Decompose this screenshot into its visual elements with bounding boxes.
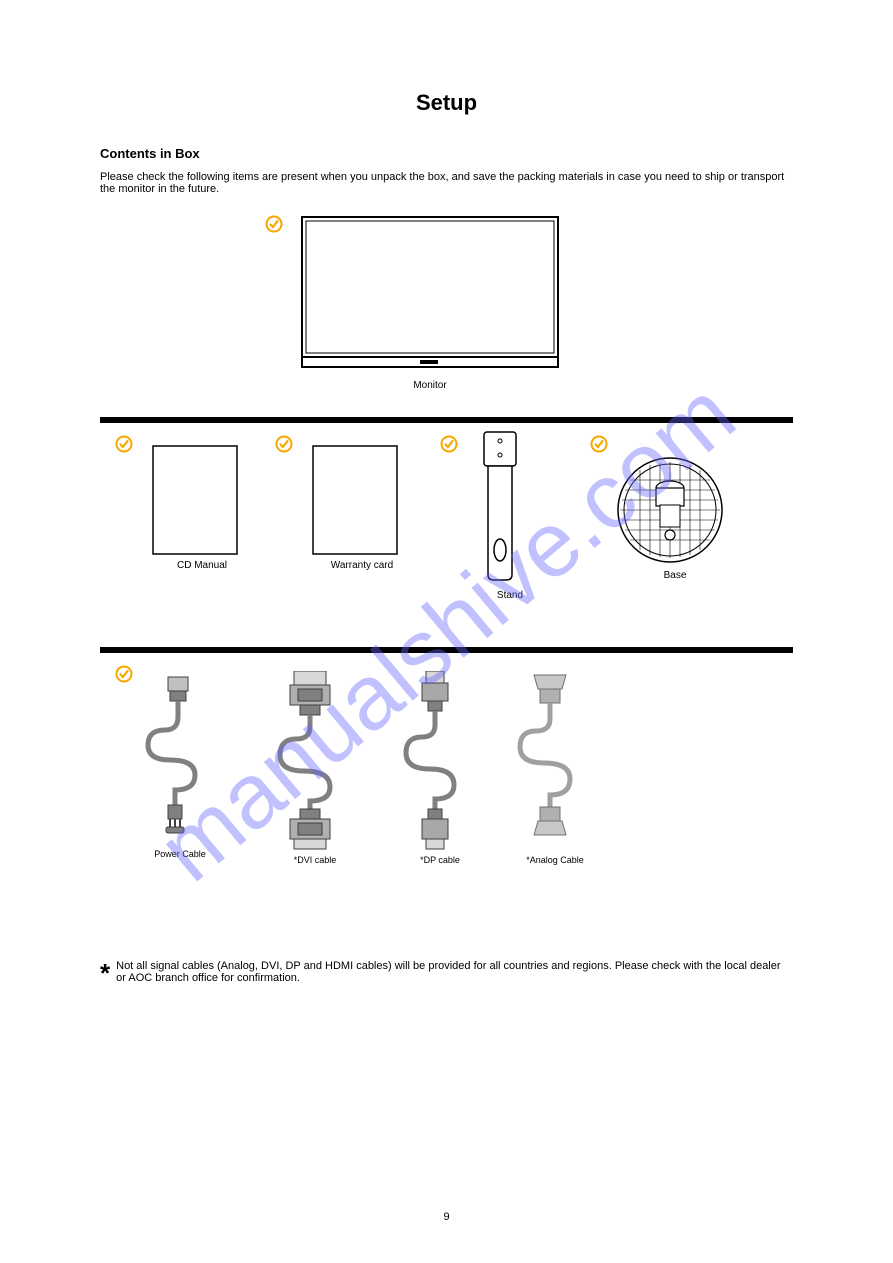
row-cables: Power Cable *DVI cable bbox=[100, 665, 793, 895]
power-cable-illustration bbox=[130, 675, 220, 845]
section-title: Contents in Box bbox=[100, 146, 793, 161]
manual-page: Setup Contents in Box Please check the f… bbox=[0, 0, 893, 1263]
divider bbox=[100, 417, 793, 423]
footnote: * Not all signal cables (Analog, DVI, DP… bbox=[100, 960, 790, 986]
base-illustration bbox=[610, 455, 730, 565]
monitor-illustration bbox=[300, 215, 560, 375]
cd-manual-illustration bbox=[152, 445, 238, 555]
check-icon bbox=[115, 435, 133, 453]
cd-manual-label: CD Manual bbox=[152, 559, 252, 572]
item-monitor: Monitor bbox=[300, 215, 560, 392]
item-stand: Stand bbox=[470, 430, 550, 602]
item-cd-manual: CD Manual bbox=[152, 445, 252, 572]
row-monitor: Monitor bbox=[100, 215, 793, 405]
analog-cable-illustration bbox=[500, 671, 600, 851]
power-cable-label: Power Cable bbox=[130, 849, 230, 861]
dp-cable-label: *DP cable bbox=[390, 855, 490, 867]
warranty-card-illustration bbox=[312, 445, 398, 555]
analog-cable-label: *Analog Cable bbox=[500, 855, 610, 867]
item-warranty-card: Warranty card bbox=[312, 445, 412, 572]
section-subtext: Please check the following items are pre… bbox=[100, 171, 793, 195]
footnote-star: * bbox=[100, 960, 110, 986]
base-label: Base bbox=[610, 569, 740, 582]
check-icon bbox=[590, 435, 608, 453]
dp-cable-illustration bbox=[390, 671, 480, 851]
divider bbox=[100, 647, 793, 653]
stand-illustration bbox=[470, 430, 530, 585]
item-base: Base bbox=[610, 455, 740, 582]
item-power-cable: Power Cable bbox=[130, 675, 230, 845]
item-dp-cable: *DP cable bbox=[390, 671, 490, 851]
monitor-label: Monitor bbox=[300, 379, 560, 392]
stand-label: Stand bbox=[470, 589, 550, 602]
check-icon bbox=[265, 215, 283, 233]
footnote-text: Not all signal cables (Analog, DVI, DP a… bbox=[116, 960, 780, 984]
page-title: Setup bbox=[100, 90, 793, 116]
check-icon bbox=[275, 435, 293, 453]
dvi-cable-label: *DVI cable bbox=[260, 855, 370, 867]
row-accessories: CD Manual Warranty card Stand bbox=[100, 435, 793, 635]
warranty-card-label: Warranty card bbox=[312, 559, 412, 572]
page-number: 9 bbox=[0, 1211, 893, 1223]
item-dvi-cable: *DVI cable bbox=[260, 671, 370, 851]
dvi-cable-illustration bbox=[260, 671, 360, 851]
check-icon bbox=[440, 435, 458, 453]
item-analog-cable: *Analog Cable bbox=[500, 671, 610, 851]
